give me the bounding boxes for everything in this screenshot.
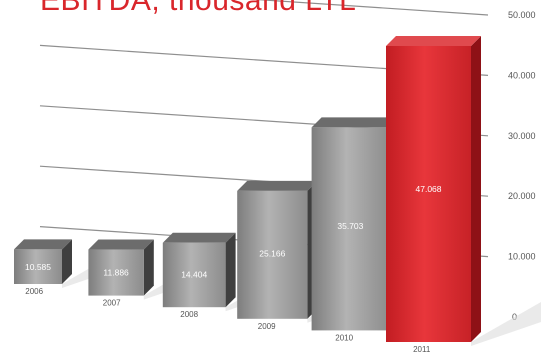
bar-top <box>162 232 236 243</box>
y-tick-label: 50.000 <box>508 10 536 20</box>
category-label: 2009 <box>258 322 276 331</box>
y-axis-ticks: 0 10.000 20.000 30.000 40.000 50.000 <box>508 10 536 322</box>
bar-top <box>386 36 481 46</box>
bar-value-label: 47.068 <box>416 184 442 194</box>
category-label: 2007 <box>103 299 121 308</box>
bar-top <box>237 180 318 191</box>
y-tick-label: 0 <box>512 312 517 322</box>
bar-side <box>143 239 154 296</box>
bar-side <box>225 232 236 308</box>
y-tick-label: 20.000 <box>508 191 536 201</box>
category-label: 2010 <box>335 333 353 342</box>
category-label: 2008 <box>180 310 198 319</box>
bar-front <box>386 46 471 342</box>
bar-side <box>62 239 72 284</box>
bar-top <box>88 239 154 250</box>
bar-value-label: 35.703 <box>337 221 363 231</box>
bar-value-label: 11.886 <box>103 268 129 278</box>
bar-side <box>471 36 481 342</box>
bar-front <box>311 127 390 331</box>
category-label: 2011 <box>413 345 431 354</box>
bar-front <box>237 190 308 319</box>
bar-value-label: 25.166 <box>259 248 285 258</box>
category-label: 2006 <box>25 287 43 296</box>
bar-front <box>14 249 62 284</box>
bar-2011: 47.068 2011 <box>386 36 541 354</box>
chart-title: EBITDA, thousand LTL <box>40 0 357 17</box>
gridline <box>255 0 489 16</box>
y-tick-label: 30.000 <box>508 131 536 141</box>
bar-shadow <box>471 302 541 346</box>
bar-top <box>311 117 400 128</box>
y-tick-label: 40.000 <box>508 70 536 80</box>
bars: 10.585 2006 11.886 2007 14.404 2008 25.166 2009… <box>14 36 541 354</box>
bar-front <box>88 249 144 296</box>
bar-top <box>14 239 72 250</box>
bar-value-label: 14.404 <box>181 270 207 280</box>
bar-value-label: 10.585 <box>25 262 51 272</box>
bar-front <box>162 242 226 308</box>
y-tick-label: 10.000 <box>508 252 536 262</box>
